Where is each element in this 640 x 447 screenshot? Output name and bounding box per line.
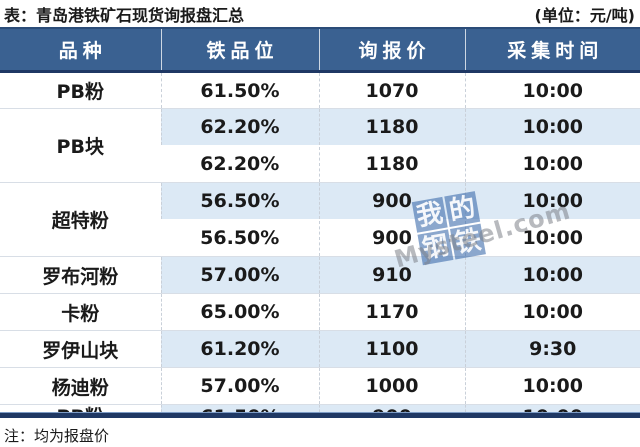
time-cell: 10:00 — [464, 256, 640, 294]
quote-table: 品种 铁品位 询报价 采集时间 PB粉 61.50% 1070 10:00 PB块 62.… — [0, 27, 640, 412]
grade-cell: 65.00% — [160, 293, 319, 331]
grade-cell: 61.50% — [160, 404, 319, 412]
header-row: 品种 铁品位 询报价 采集时间 — [0, 27, 640, 73]
table-row: PB块 62.20% 1180 10:00 — [0, 108, 640, 183]
grade-cell: 62.20% — [161, 144, 319, 183]
table-row: 卡粉 65.00% 1170 10:00 — [0, 293, 640, 331]
variety-cell: PB粉 — [0, 404, 161, 412]
grade-cell: 61.20% — [160, 330, 319, 368]
grade-cell: 57.00% — [160, 256, 319, 294]
price-cell: 1180 — [318, 108, 465, 146]
table-row: 超特粉 56.50% 900 10:00 — [0, 182, 640, 257]
time-cell: 9:30 — [464, 330, 640, 368]
table-row: 杨迪粉 57.00% 1000 10:00 — [0, 367, 640, 405]
variety-cell: 罗布河粉 — [0, 256, 161, 294]
column-header-time: 采集时间 — [464, 27, 640, 73]
table-row: 罗伊山块 61.20% 1100 9:30 — [0, 330, 640, 368]
table-title: 表：青岛港铁矿石现货询报盘汇总 — [4, 5, 245, 25]
time-cell: 10:00 — [464, 404, 640, 412]
table-row: PB粉 61.50% 1070 10:00 — [0, 71, 640, 109]
grade-cell: 62.20% — [160, 108, 319, 146]
price-cell: 1100 — [318, 330, 465, 368]
variety-cell: PB块 — [0, 108, 161, 183]
price-cell: 1070 — [318, 71, 465, 109]
price-cell: 1000 — [318, 367, 465, 405]
price-cell: 910 — [318, 256, 465, 294]
grade-cell: 61.50% — [160, 71, 319, 109]
time-cell: 10:00 — [464, 108, 640, 146]
variety-cell: 超特粉 — [0, 182, 161, 257]
footnote: 注：均为报盘价 — [4, 427, 110, 445]
time-cell: 10:00 — [464, 367, 640, 405]
table-row: 罗布河粉 57.00% 910 10:00 — [0, 256, 640, 294]
time-cell: 10:00 — [464, 218, 640, 257]
price-cell: 900 — [318, 182, 465, 220]
title-bar: 表：青岛港铁矿石现货询报盘汇总 (单位：元/吨) — [0, 0, 640, 27]
column-header-grade: 铁品位 — [160, 27, 319, 73]
price-cell: 900 — [318, 404, 465, 412]
column-header-variety: 品种 — [0, 27, 161, 73]
variety-cell: PB粉 — [0, 71, 161, 109]
price-cell: 1180 — [318, 144, 465, 183]
variety-cell: 杨迪粉 — [0, 367, 161, 405]
table-row: 62.20% 1180 10:00 — [0, 144, 640, 183]
time-cell: 10:00 — [464, 182, 640, 220]
time-cell: 10:00 — [464, 144, 640, 183]
time-cell: 10:00 — [464, 71, 640, 109]
column-header-price: 询报价 — [318, 27, 465, 73]
variety-cell: 卡粉 — [0, 293, 161, 331]
grade-cell: 56.50% — [160, 182, 319, 220]
grade-cell: 57.00% — [160, 367, 319, 405]
price-cell: 1170 — [318, 293, 465, 331]
grade-cell: 56.50% — [161, 218, 319, 257]
price-cell: 900 — [318, 218, 465, 257]
time-cell: 10:00 — [464, 293, 640, 331]
variety-cell: 罗伊山块 — [0, 330, 161, 368]
unit-label: (单位：元/吨) — [534, 5, 635, 25]
table-bottom-border — [0, 412, 640, 418]
